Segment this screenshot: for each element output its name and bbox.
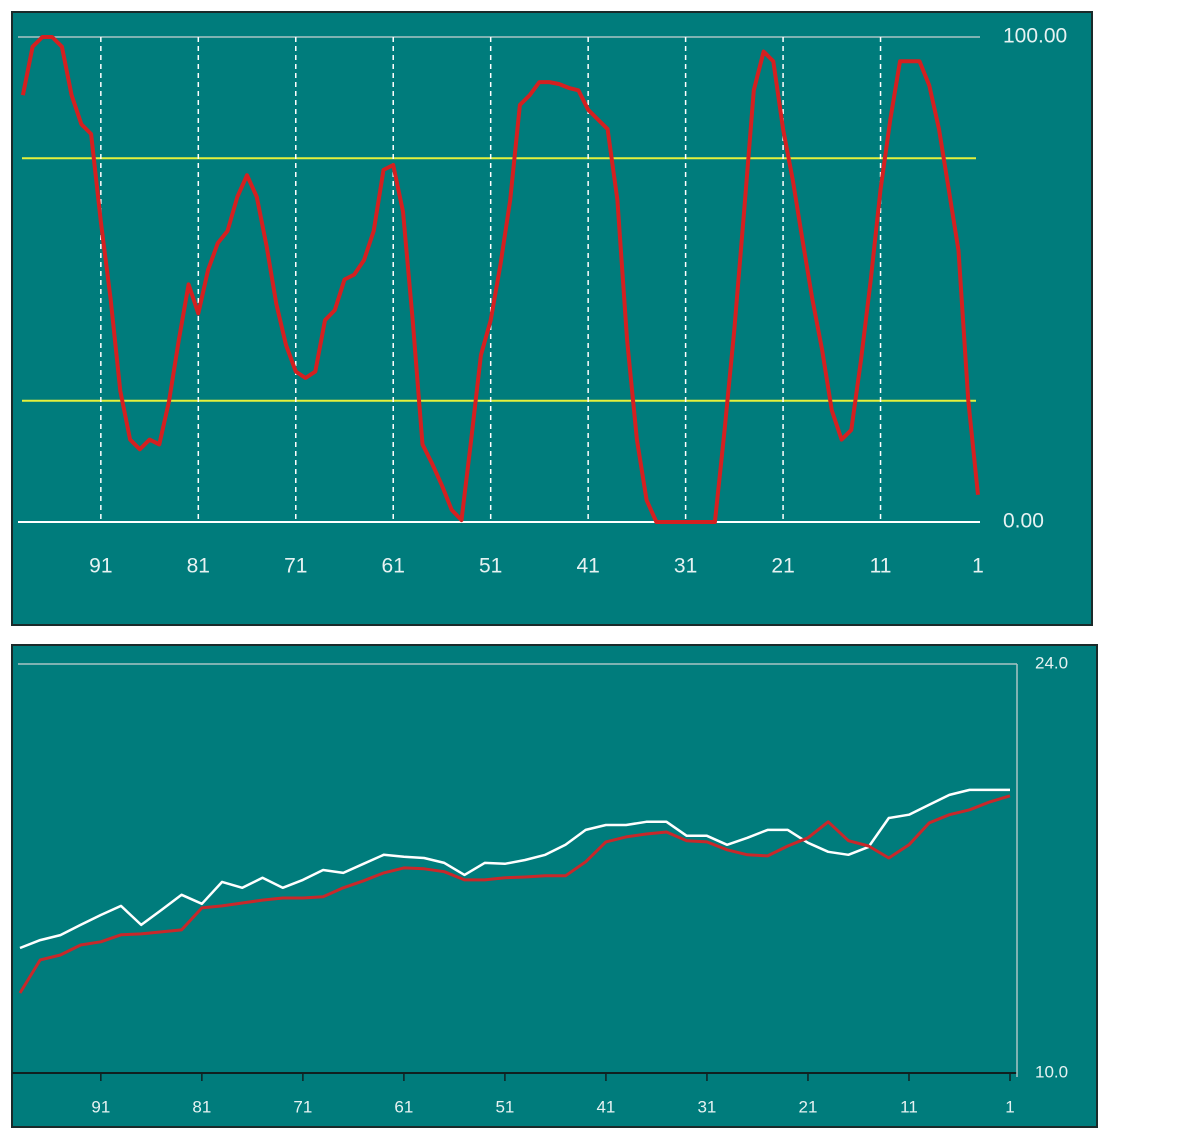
x-tick-label: 11 bbox=[900, 1097, 918, 1116]
panel-top bbox=[11, 11, 1093, 626]
x-tick-label: 41 bbox=[596, 1097, 615, 1116]
x-tick-label: 31 bbox=[674, 555, 697, 578]
y-tick-label: 24.0 bbox=[1035, 653, 1068, 672]
x-tick-label: 91 bbox=[89, 555, 112, 578]
y-tick-label: 10.0 bbox=[1035, 1062, 1068, 1081]
x-tick-label: 61 bbox=[394, 1097, 413, 1116]
x-tick-label: 91 bbox=[91, 1097, 110, 1116]
x-tick-label: 1 bbox=[1005, 1097, 1014, 1116]
x-tick-label: 71 bbox=[293, 1097, 312, 1116]
x-tick-label: 71 bbox=[284, 555, 307, 578]
x-tick-label: 31 bbox=[697, 1097, 716, 1116]
panel-bottom bbox=[11, 644, 1098, 1128]
y-tick-label: 0.00 bbox=[1003, 510, 1044, 533]
x-tick-label: 21 bbox=[799, 1097, 818, 1116]
series-line bbox=[20, 35, 980, 524]
x-tick-label: 1 bbox=[972, 555, 984, 578]
x-tick-label: 11 bbox=[870, 555, 892, 578]
series-line bbox=[19, 788, 1010, 950]
x-tick-label: 51 bbox=[479, 555, 502, 578]
x-tick-label: 81 bbox=[187, 555, 210, 578]
x-tick-label: 61 bbox=[382, 555, 405, 578]
x-tick-label: 21 bbox=[771, 555, 794, 578]
y-tick-label: 100.00 bbox=[1003, 25, 1067, 48]
x-tick-label: 51 bbox=[495, 1097, 514, 1116]
x-tick-label: 41 bbox=[576, 555, 599, 578]
x-tick-label: 81 bbox=[192, 1097, 211, 1116]
series-line bbox=[18, 794, 1011, 994]
